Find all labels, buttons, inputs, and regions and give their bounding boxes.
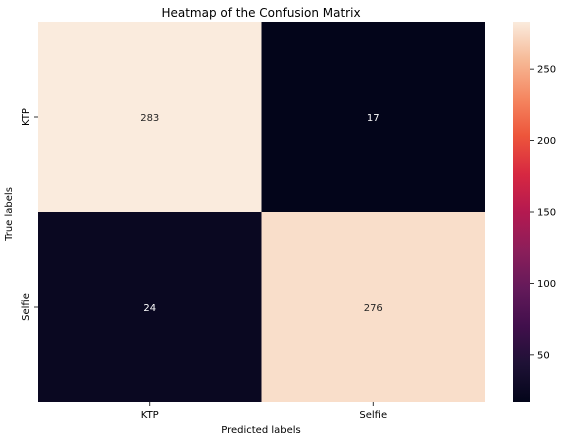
colorbar-tick-label: 50 — [537, 350, 550, 361]
y-axis-label: True labels — [4, 187, 15, 242]
heatmap-cell-ktp-selfie — [261, 22, 485, 212]
x-axis-label: Predicted labels — [221, 425, 301, 436]
colorbar-tick-label: 100 — [537, 279, 556, 290]
colorbar-tick-label: 250 — [537, 65, 556, 76]
cell-value-label: 17 — [367, 113, 380, 124]
cell-value-label: 276 — [364, 303, 383, 314]
y-tick-label: Selfie — [21, 293, 32, 321]
x-tick-label: KTP — [141, 410, 159, 421]
chart-title: Heatmap of the Confusion Matrix — [161, 6, 360, 20]
colorbar-tick-label: 150 — [537, 208, 556, 219]
colorbar-ticks: 50 100 150 200 250 — [530, 65, 556, 361]
cell-value-label: 24 — [143, 303, 156, 314]
heatmap-cell-selfie-ktp — [38, 212, 262, 402]
heatmap-cell-selfie-selfie — [261, 212, 485, 402]
y-tick-label: KTP — [21, 108, 32, 126]
heatmap-cell-ktp-ktp — [38, 22, 262, 212]
y-axis-ticks: KTP Selfie — [21, 108, 38, 321]
heatmap-cells: 283 17 24 276 — [38, 22, 485, 402]
cell-value-label: 283 — [140, 113, 159, 124]
colorbar — [513, 22, 530, 402]
x-axis-ticks: KTP Selfie — [141, 402, 387, 421]
x-tick-label: Selfie — [359, 410, 387, 421]
colorbar-tick-label: 200 — [537, 136, 556, 147]
